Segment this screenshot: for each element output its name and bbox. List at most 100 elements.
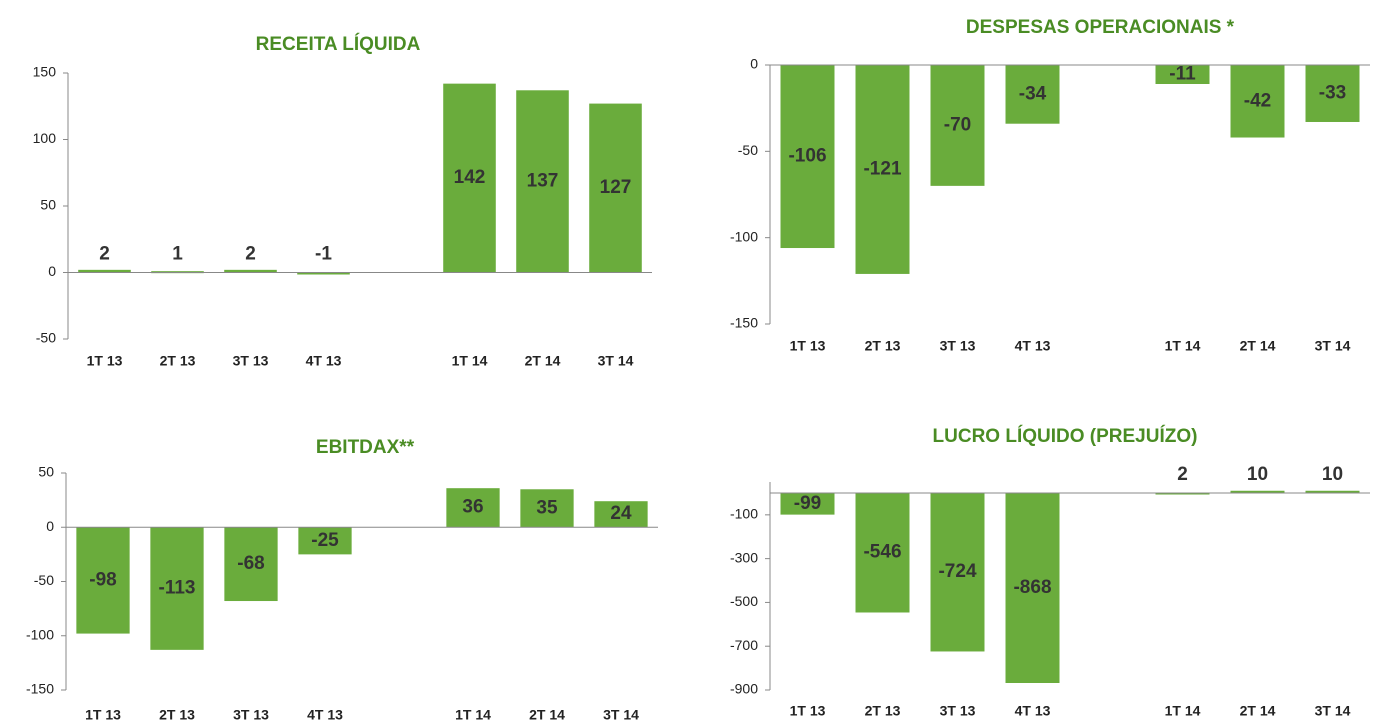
bar: [297, 272, 350, 275]
value-label: 10: [1247, 464, 1268, 485]
bar: [780, 65, 835, 249]
chart-title: DESPESAS OPERACIONAIS *: [966, 17, 1235, 38]
value-label: -99: [794, 493, 821, 514]
value-label: -121: [863, 158, 901, 179]
x-tick-label: 3T 13: [940, 338, 976, 354]
value-label: 10: [1322, 464, 1343, 485]
bar: [76, 527, 130, 634]
x-tick-label: 2T 13: [865, 703, 901, 719]
value-label: -868: [1013, 577, 1051, 598]
value-label: -1: [315, 244, 332, 265]
value-label: -724: [938, 561, 976, 582]
x-tick-label: 1T 14: [1165, 703, 1201, 719]
value-label: -33: [1319, 83, 1346, 104]
bar: [1230, 65, 1285, 138]
value-label: 24: [610, 503, 632, 524]
value-label: -68: [237, 553, 264, 574]
bar: [1005, 65, 1060, 124]
bar: [594, 501, 648, 528]
value-label: 2: [99, 244, 110, 265]
y-tick-label: 0: [48, 263, 56, 279]
y-tick-label: -50: [738, 142, 758, 158]
x-tick-label: 3T 14: [1315, 703, 1351, 719]
y-tick-label: -700: [730, 637, 758, 653]
y-tick-label: -50: [34, 572, 54, 588]
x-tick-label: 4T 13: [1015, 703, 1051, 719]
y-tick-label: -100: [730, 506, 758, 522]
value-label: 2: [1177, 464, 1188, 485]
y-tick-label: -100: [730, 228, 758, 244]
x-tick-label: 3T 13: [940, 703, 976, 719]
value-label: -106: [788, 146, 826, 167]
y-tick-label: -150: [26, 681, 54, 697]
x-tick-label: 1T 14: [1165, 338, 1201, 354]
value-label: -42: [1244, 90, 1271, 111]
x-tick-label: 2T 13: [160, 353, 196, 369]
x-tick-label: 1T 14: [452, 353, 488, 369]
x-tick-label: 2T 14: [525, 353, 561, 369]
x-tick-label: 1T 13: [790, 338, 826, 354]
x-tick-label: 3T 14: [598, 353, 634, 369]
bar: [1230, 490, 1285, 493]
bar: [1155, 65, 1210, 84]
y-tick-label: 50: [38, 464, 54, 480]
value-label: -25: [311, 530, 339, 551]
value-label: 137: [527, 170, 559, 191]
bar: [224, 269, 277, 273]
x-tick-label: 1T 13: [85, 707, 121, 723]
chart-title: RECEITA LÍQUIDA: [256, 33, 421, 55]
x-tick-label: 3T 14: [603, 707, 639, 723]
x-tick-label: 3T 13: [233, 707, 269, 723]
bar: [443, 83, 496, 273]
bar: [589, 103, 642, 273]
bar: [1155, 492, 1210, 495]
bar: [855, 492, 910, 613]
value-label: -98: [89, 569, 116, 590]
x-tick-label: 1T 13: [790, 703, 826, 719]
value-label: 127: [600, 177, 632, 198]
y-tick-label: -50: [36, 330, 56, 346]
bar: [298, 527, 352, 555]
bar: [446, 488, 500, 528]
bar: [224, 527, 278, 602]
bar: [78, 269, 131, 273]
bar: [1005, 492, 1060, 683]
value-label: -546: [863, 542, 901, 563]
chart-title: LUCRO LÍQUIDO (PREJUÍZO): [933, 425, 1198, 447]
value-label: -113: [159, 578, 196, 599]
x-tick-label: 1T 14: [455, 707, 491, 723]
bar: [150, 527, 204, 650]
y-tick-label: 0: [46, 518, 54, 534]
y-tick-label: -300: [730, 549, 758, 565]
bar: [520, 489, 574, 528]
y-tick-label: -900: [730, 681, 758, 697]
x-tick-label: 3T 14: [1315, 338, 1351, 354]
bar: [1305, 65, 1360, 122]
value-label: 36: [462, 497, 483, 518]
value-label: 35: [536, 497, 558, 518]
y-tick-label: -500: [730, 593, 758, 609]
value-label: 2: [245, 244, 256, 265]
y-tick-label: -150: [730, 315, 758, 331]
x-tick-label: 4T 13: [1015, 338, 1051, 354]
y-tick-label: 50: [40, 197, 56, 213]
x-tick-label: 3T 13: [233, 353, 269, 369]
bar: [1305, 490, 1360, 493]
bar: [780, 492, 835, 515]
value-label: -70: [944, 114, 971, 135]
value-label: -34: [1019, 83, 1047, 104]
x-tick-label: 4T 13: [306, 353, 342, 369]
y-tick-label: 100: [33, 130, 57, 146]
y-tick-label: -100: [26, 626, 54, 642]
value-label: 142: [454, 167, 486, 188]
bar: [516, 90, 569, 273]
x-tick-label: 2T 13: [865, 338, 901, 354]
value-label: 1: [172, 244, 183, 265]
bar: [930, 492, 985, 652]
x-tick-label: 2T 13: [159, 707, 195, 723]
y-tick-label: 150: [33, 64, 57, 80]
x-tick-label: 1T 13: [87, 353, 123, 369]
x-tick-label: 2T 14: [1240, 703, 1276, 719]
y-tick-label: 0: [750, 56, 758, 72]
